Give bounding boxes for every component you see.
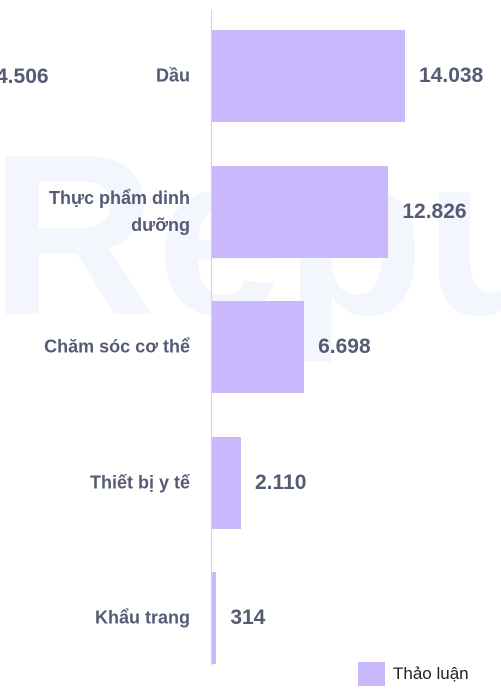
value-label: 6.698 xyxy=(318,335,371,358)
bar xyxy=(212,30,406,122)
value-label: 12.826 xyxy=(402,199,467,223)
bar xyxy=(212,301,305,393)
category-label: Chăm sóc cơ thể xyxy=(44,336,190,357)
category-label: Dầu xyxy=(155,65,190,86)
legend-swatch xyxy=(358,662,385,686)
bar xyxy=(212,436,241,529)
axis-line xyxy=(211,10,212,666)
annotation: 4.506 xyxy=(0,65,49,88)
legend-label: Thảo luận xyxy=(393,664,469,683)
category-label: Khẩu trang xyxy=(94,607,190,628)
bar xyxy=(212,572,217,664)
category-label: Thực phẩm dinh dưỡng xyxy=(48,187,190,235)
category-label: Thiết bị y tế xyxy=(89,472,190,492)
bar xyxy=(212,165,389,258)
value-label: 14.038 xyxy=(419,64,484,87)
value-label: 314 xyxy=(230,606,266,629)
value-label: 2.110 xyxy=(255,470,307,494)
